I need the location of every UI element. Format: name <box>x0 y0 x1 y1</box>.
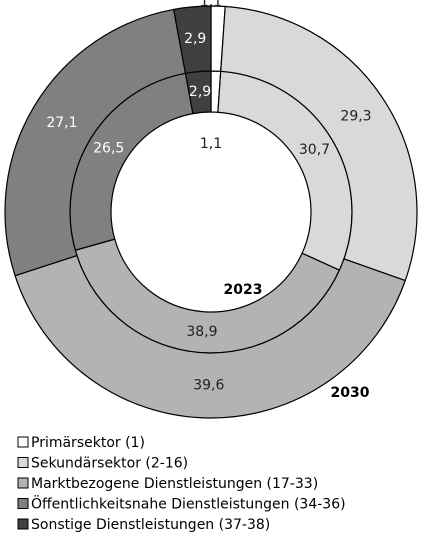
legend-label: Öffentlichkeitsnahe Dienstleistungen (34… <box>31 495 346 513</box>
data-label: 2,9 <box>189 84 211 100</box>
data-label: 29,3 <box>340 109 371 125</box>
legend-swatch <box>17 518 29 530</box>
data-label: 1,1 <box>200 136 222 152</box>
ring-label: 2023 <box>224 282 263 298</box>
data-label: 30,7 <box>299 142 330 158</box>
ring-segment <box>14 254 407 419</box>
legend-swatch <box>17 457 29 468</box>
ring-segment <box>4 8 187 277</box>
legend-label: Primärsektor (1) <box>31 435 145 451</box>
ring-segment <box>220 5 418 282</box>
data-label: 27,1 <box>46 115 77 131</box>
legend-label: Sekundärsektor (2-16) <box>31 456 188 472</box>
data-label: 26,5 <box>93 140 124 156</box>
data-label: 38,9 <box>186 324 217 340</box>
ring-label: 2030 <box>331 385 370 401</box>
legend-swatch <box>17 477 29 489</box>
data-label: 1,1 <box>200 0 222 10</box>
legend-label: Marktbezogene Dienstleistungen (17-33) <box>31 476 318 492</box>
data-label: 39,6 <box>193 377 224 393</box>
data-label: 2,9 <box>184 31 206 47</box>
legend-swatch <box>17 436 29 448</box>
legend-swatch <box>17 498 29 509</box>
ring-segment <box>172 5 212 75</box>
legend-label: Sonstige Dienstleistungen (37-38) <box>31 517 270 533</box>
